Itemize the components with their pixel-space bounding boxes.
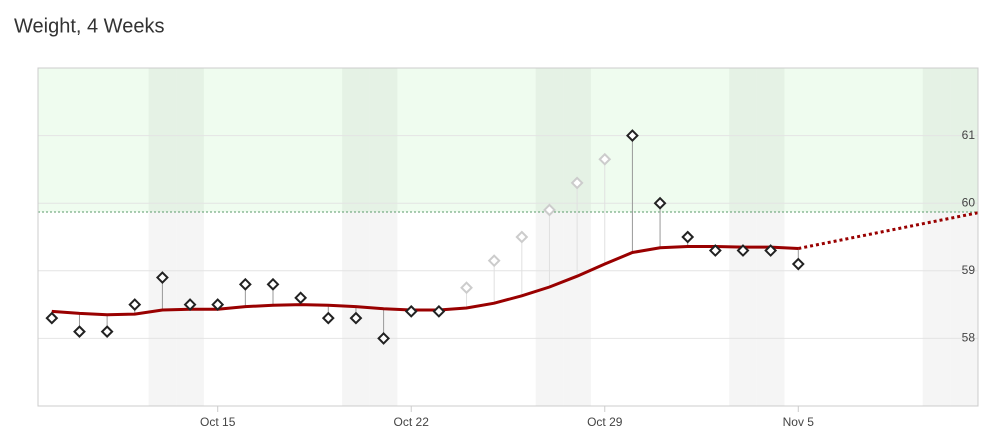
y-tick-label: 59 xyxy=(962,263,976,277)
weekend-band xyxy=(756,68,785,406)
chart-title: Weight, 4 Weeks xyxy=(14,15,164,37)
weight-point xyxy=(155,271,169,284)
plot-border xyxy=(37,67,979,407)
x-tick-label: Nov 5 xyxy=(783,415,815,429)
weekend-band xyxy=(176,68,204,406)
weekend-band xyxy=(369,68,398,406)
axes: 58 59 60 61 Oct 15 Oct 22 Oct 29 Nov 5 xyxy=(200,128,975,429)
weight-point xyxy=(653,196,667,210)
projection-line xyxy=(798,211,978,250)
weekend-band xyxy=(922,68,951,406)
y-tick-label: 61 xyxy=(962,128,976,142)
weight-point xyxy=(736,244,750,257)
weight-point xyxy=(211,298,225,312)
weight-point xyxy=(238,277,252,291)
plot-area xyxy=(38,68,978,406)
weight-point xyxy=(73,325,86,339)
goal-zone xyxy=(38,68,978,212)
x-tick-label: Oct 29 xyxy=(587,415,623,429)
weight-point xyxy=(515,230,529,244)
weight-point xyxy=(183,298,197,312)
weekend-band xyxy=(729,68,757,406)
weight-point xyxy=(487,254,501,268)
y-tick-label: 58 xyxy=(962,331,976,345)
trend-line xyxy=(51,245,799,317)
weight-point xyxy=(321,311,335,325)
weekend-band xyxy=(148,68,177,406)
weight-point xyxy=(45,311,59,325)
weight-point xyxy=(625,129,639,143)
weight-point xyxy=(460,281,473,295)
weekend-band xyxy=(950,68,978,406)
weight-point xyxy=(294,291,308,305)
weight-point xyxy=(791,257,805,271)
weight-point xyxy=(100,325,114,339)
weekend-band xyxy=(342,68,370,406)
weight-point xyxy=(570,176,584,190)
weight-point xyxy=(404,304,418,318)
weight-point xyxy=(377,331,391,345)
weight-point xyxy=(128,298,142,312)
x-tick-label: Oct 22 xyxy=(394,415,430,429)
weight-point xyxy=(708,244,722,257)
weight-point xyxy=(349,311,363,325)
weight-point xyxy=(764,244,778,257)
weight-point xyxy=(266,277,280,291)
weight-point xyxy=(681,230,695,244)
x-tick-label: Oct 15 xyxy=(200,415,236,429)
weight-point xyxy=(598,152,612,166)
weight-point xyxy=(543,203,556,217)
weight-point xyxy=(432,304,446,318)
y-tick-label: 60 xyxy=(962,195,976,209)
